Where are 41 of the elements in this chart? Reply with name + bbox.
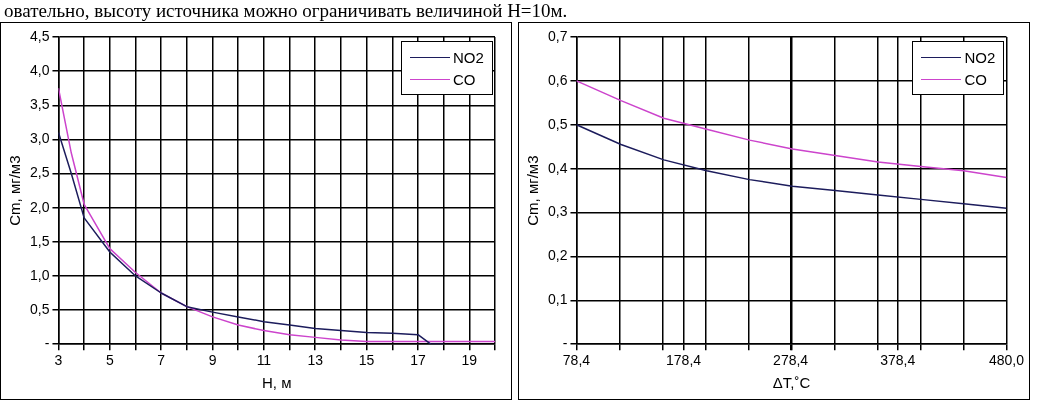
legend-label: CO — [964, 70, 987, 88]
x-tick-label: 11 — [256, 352, 272, 369]
text: овательно, высоту источника можно ограничивать величиной Н=10м. — [4, 0, 568, 21]
legend-label: CO — [453, 70, 476, 88]
y-tick-label: 0,4 — [547, 159, 568, 176]
y-tick-label: 0,3 — [547, 203, 568, 220]
y-tick-label: 4,0 — [29, 61, 50, 78]
y-axis-title: Cm, мг/м3 — [524, 155, 542, 226]
x-tick-label: 17 — [410, 352, 426, 369]
x-tick-label: 480,0 — [988, 352, 1025, 369]
y-tick-label: - — [44, 335, 50, 352]
legend-label: NO2 — [964, 48, 996, 66]
y-tick-label: 0,6 — [547, 71, 568, 88]
y-tick-label: 1,0 — [29, 266, 50, 283]
y-tick-label: 2,5 — [29, 164, 50, 181]
x-tick-label: 178,4 — [666, 352, 702, 369]
y-tick-label: 1,5 — [29, 232, 50, 249]
y-tick-label: 0,7 — [547, 27, 568, 44]
y-tick-label: 0,1 — [547, 291, 568, 308]
x-tick-label: 5 — [105, 352, 114, 369]
legend-label: NO2 — [453, 48, 484, 66]
x-tick-label: 15 — [358, 352, 375, 369]
y-axis-title: Cm, мг/м3 — [6, 155, 24, 226]
x-tick-label: 378,4 — [880, 352, 916, 369]
x-axis-title: Н, м — [261, 374, 292, 392]
x-tick-label: 3 — [54, 352, 63, 369]
x-tick-label: 19 — [461, 352, 478, 369]
y-tick-label: 3,0 — [29, 130, 50, 147]
y-tick-label: - — [562, 335, 568, 352]
y-tick-label: 0,5 — [547, 115, 568, 132]
x-tick-label: 278,4 — [773, 352, 809, 369]
x-tick-label: 78,4 — [562, 352, 591, 369]
y-tick-label: 3,5 — [29, 96, 50, 113]
x-tick-label: 7 — [157, 352, 166, 369]
x-tick-label: 9 — [208, 352, 217, 369]
x-tick-label: 13 — [307, 352, 324, 369]
y-tick-label: 2,0 — [29, 198, 50, 215]
x-axis-title: ΔT,˚C — [772, 374, 811, 392]
y-tick-label: 0,2 — [547, 247, 568, 264]
y-tick-label: 4,5 — [29, 27, 50, 44]
y-tick-label: 0,5 — [29, 300, 50, 317]
